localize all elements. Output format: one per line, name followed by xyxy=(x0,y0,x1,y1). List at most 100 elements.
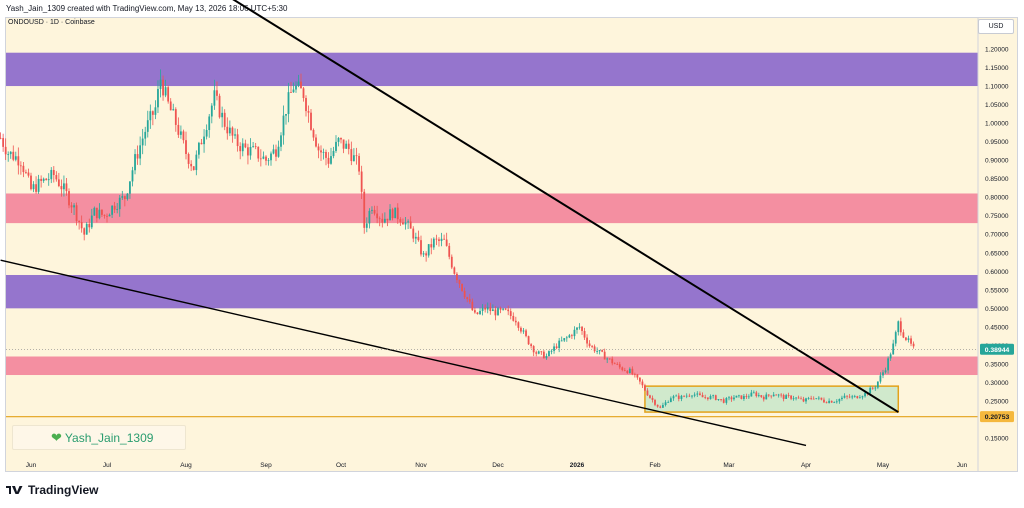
candle-body[interactable] xyxy=(633,374,636,376)
candle-body[interactable] xyxy=(108,214,111,217)
candle-body[interactable] xyxy=(327,157,330,164)
candle-body[interactable] xyxy=(730,397,733,400)
candle-body[interactable] xyxy=(325,151,327,158)
candle-body[interactable] xyxy=(407,221,409,223)
candle-body[interactable] xyxy=(466,297,469,299)
candle-body[interactable] xyxy=(636,374,639,378)
candle-body[interactable] xyxy=(290,92,292,93)
candle-body[interactable] xyxy=(555,346,558,349)
candle-body[interactable] xyxy=(606,358,609,360)
candle-body[interactable] xyxy=(641,381,644,386)
candle-body[interactable] xyxy=(825,402,828,404)
candle-body[interactable] xyxy=(200,142,203,145)
candle-body[interactable] xyxy=(864,392,866,397)
candle-body[interactable] xyxy=(430,244,433,248)
candle-body[interactable] xyxy=(14,156,17,160)
candle-body[interactable] xyxy=(383,218,386,223)
candle-body[interactable] xyxy=(884,370,887,373)
candle-body[interactable] xyxy=(664,402,667,406)
candle-body[interactable] xyxy=(116,209,119,210)
candle-body[interactable] xyxy=(517,322,520,328)
candle-body[interactable] xyxy=(675,395,678,397)
candle-body[interactable] xyxy=(621,367,624,371)
candle-body[interactable] xyxy=(714,395,717,401)
candle-body[interactable] xyxy=(330,156,332,164)
candle-body[interactable] xyxy=(396,207,399,220)
candle-body[interactable] xyxy=(792,398,795,400)
candle-body[interactable] xyxy=(780,394,783,396)
candle-body[interactable] xyxy=(249,146,252,156)
candle-body[interactable] xyxy=(0,137,2,139)
candle-body[interactable] xyxy=(312,129,315,138)
candle-body[interactable] xyxy=(699,393,701,395)
candle-body[interactable] xyxy=(139,145,142,159)
candle-body[interactable] xyxy=(265,156,267,161)
candle-body[interactable] xyxy=(527,336,530,345)
candle-body[interactable] xyxy=(618,364,621,368)
candle-body[interactable] xyxy=(347,143,350,150)
candle-body[interactable] xyxy=(4,146,7,155)
candle-body[interactable] xyxy=(560,340,563,342)
candle-body[interactable] xyxy=(342,139,345,149)
candle-body[interactable] xyxy=(815,398,818,400)
candle-body[interactable] xyxy=(846,395,848,397)
candle-body[interactable] xyxy=(394,207,397,219)
candle-body[interactable] xyxy=(481,307,484,311)
candle-body[interactable] xyxy=(787,395,790,396)
candle-body[interactable] xyxy=(85,223,88,235)
candle-body[interactable] xyxy=(817,397,820,399)
candle-body[interactable] xyxy=(267,160,270,162)
candle-body[interactable] xyxy=(810,397,813,399)
candle-body[interactable] xyxy=(88,223,91,228)
candle-body[interactable] xyxy=(502,308,504,310)
candle-body[interactable] xyxy=(68,191,70,206)
candle-body[interactable] xyxy=(565,337,568,339)
candle-body[interactable] xyxy=(95,207,98,219)
candle-body[interactable] xyxy=(50,169,53,180)
candle-body[interactable] xyxy=(389,209,391,221)
candle-body[interactable] xyxy=(257,146,260,159)
candle-body[interactable] xyxy=(545,356,548,359)
candle-body[interactable] xyxy=(745,396,748,397)
symbol-label[interactable]: ONDOUSD · 1D · Coinbase xyxy=(8,19,95,26)
candle-body[interactable] xyxy=(270,153,272,161)
candle-body[interactable] xyxy=(667,402,670,403)
candle-body[interactable] xyxy=(443,238,445,240)
candle-body[interactable] xyxy=(631,368,634,375)
candle-body[interactable] xyxy=(185,140,187,154)
candle-body[interactable] xyxy=(910,338,912,344)
candle-body[interactable] xyxy=(894,332,897,344)
candle-body[interactable] xyxy=(450,256,453,268)
candle-body[interactable] xyxy=(210,105,213,117)
candle-body[interactable] xyxy=(591,346,593,347)
candle-body[interactable] xyxy=(672,396,675,399)
candle-body[interactable] xyxy=(445,239,448,246)
candle-body[interactable] xyxy=(659,406,662,408)
candle-body[interactable] xyxy=(195,154,198,171)
candle-body[interactable] xyxy=(98,209,101,219)
candle-body[interactable] xyxy=(548,351,550,357)
candle-body[interactable] xyxy=(310,112,312,130)
candle-body[interactable] xyxy=(760,395,763,397)
candle-body[interactable] xyxy=(157,88,159,108)
candle-body[interactable] xyxy=(777,394,780,396)
candle-body[interactable] xyxy=(651,397,654,400)
candle-body[interactable] xyxy=(573,329,576,337)
candle-body[interactable] xyxy=(244,143,247,148)
candle-body[interactable] xyxy=(871,387,874,389)
candle-body[interactable] xyxy=(353,155,355,162)
candle-body[interactable] xyxy=(856,396,859,399)
candle-body[interactable] xyxy=(504,308,507,310)
candle-body[interactable] xyxy=(90,215,93,228)
candle-body[interactable] xyxy=(340,138,342,140)
candle-body[interactable] xyxy=(489,307,492,312)
candle-body[interactable] xyxy=(93,207,96,216)
candle-body[interactable] xyxy=(720,399,722,400)
candle-body[interactable] xyxy=(216,90,218,96)
candle-body[interactable] xyxy=(275,149,277,157)
candle-body[interactable] xyxy=(613,363,616,365)
zone-supply-2[interactable] xyxy=(6,274,978,309)
candle-body[interactable] xyxy=(174,109,177,125)
candle-body[interactable] xyxy=(767,394,770,396)
candle-body[interactable] xyxy=(790,395,792,399)
